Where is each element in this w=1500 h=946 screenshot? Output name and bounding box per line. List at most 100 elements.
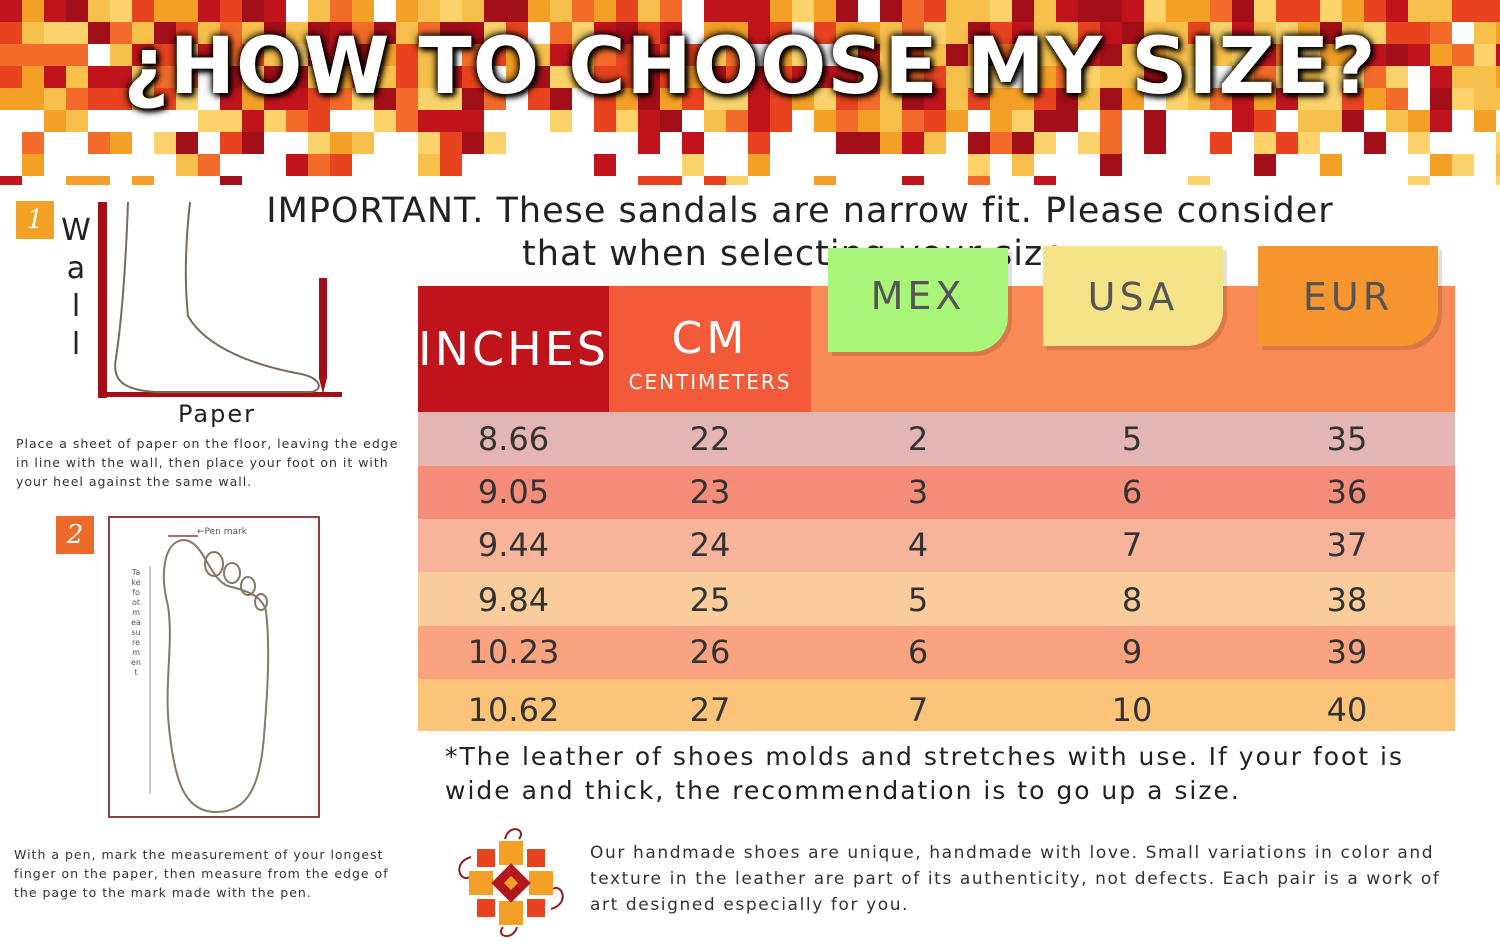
pattern-pixel xyxy=(440,154,462,176)
pattern-pixel xyxy=(836,44,858,66)
pattern-pixel xyxy=(110,132,132,154)
pattern-pixel xyxy=(814,88,836,110)
pattern-pixel xyxy=(154,88,176,110)
cell-inches: 9.05 xyxy=(477,473,550,511)
pattern-pixel xyxy=(528,66,550,88)
pattern-pixel xyxy=(1452,88,1474,110)
step-2-badge: 2 xyxy=(56,516,94,554)
pattern-pixel xyxy=(1320,110,1342,132)
pattern-pixel xyxy=(726,88,748,110)
pattern-pixel xyxy=(1210,0,1232,22)
pattern-pixel xyxy=(660,88,682,110)
step-2-instructions: With a pen, mark the measurement of your… xyxy=(14,847,389,900)
pattern-pixel xyxy=(0,88,22,110)
pattern-pixel xyxy=(1430,66,1452,88)
pattern-pixel xyxy=(616,44,638,66)
pattern-pixel xyxy=(484,88,506,110)
pattern-pixel xyxy=(968,176,990,185)
pattern-pixel xyxy=(836,132,858,154)
pattern-pixel xyxy=(1474,44,1496,66)
pattern-pixel xyxy=(770,44,792,66)
pattern-pixel xyxy=(374,110,396,132)
pattern-pixel xyxy=(1320,44,1342,66)
pattern-pixel xyxy=(660,44,682,66)
pattern-pixel xyxy=(968,88,990,110)
pattern-pixel xyxy=(1298,88,1320,110)
pattern-pixel xyxy=(946,22,968,44)
pattern-pixel xyxy=(154,132,176,154)
pattern-pixel xyxy=(132,88,154,110)
pattern-pixel xyxy=(1496,0,1500,22)
pattern-pixel xyxy=(1386,0,1408,22)
pattern-pixel xyxy=(660,110,682,132)
cell-mex: 2 xyxy=(907,420,929,458)
pattern-pixel xyxy=(1210,132,1232,154)
pattern-pixel xyxy=(572,44,594,66)
pattern-pixel xyxy=(1386,22,1408,44)
pattern-pixel xyxy=(22,154,44,176)
header-mex: MEX xyxy=(828,248,1008,352)
pattern-pixel xyxy=(902,44,924,66)
pattern-pixel xyxy=(418,88,440,110)
pattern-pixel xyxy=(44,88,66,110)
pattern-pixel xyxy=(110,44,132,66)
pattern-pixel xyxy=(418,44,440,66)
pattern-pixel xyxy=(1430,88,1452,110)
pattern-pixel xyxy=(0,66,22,88)
pattern-pixel xyxy=(396,88,418,110)
pattern-pixel xyxy=(44,0,66,22)
header-cm-sublabel: CENTIMETERS xyxy=(628,370,792,394)
pattern-pixel xyxy=(924,0,946,22)
pattern-pixel xyxy=(374,88,396,110)
pattern-pixel xyxy=(110,22,132,44)
pattern-pixel xyxy=(1144,110,1166,132)
pattern-pixel xyxy=(506,22,528,44)
pattern-pixel xyxy=(1430,154,1452,176)
pattern-pixel xyxy=(88,0,110,22)
pattern-pixel xyxy=(814,0,836,22)
pixel-pattern-background xyxy=(0,0,1500,185)
pattern-pixel xyxy=(1342,66,1364,88)
pattern-pixel xyxy=(704,44,726,66)
pattern-pixel xyxy=(176,132,198,154)
table-row: 10.62 27 7 10 40 xyxy=(418,679,1455,731)
pattern-pixel xyxy=(594,154,616,176)
pattern-pixel xyxy=(462,110,484,132)
pattern-pixel xyxy=(440,132,462,154)
paper-label: Paper xyxy=(178,400,256,428)
pattern-pixel xyxy=(880,66,902,88)
pattern-pixel xyxy=(198,0,220,22)
pattern-pixel xyxy=(308,66,330,88)
pattern-pixel xyxy=(1254,132,1276,154)
pattern-pixel xyxy=(770,22,792,44)
wall-letter: l xyxy=(71,327,81,362)
pattern-pixel xyxy=(1100,22,1122,44)
pattern-pixel xyxy=(858,110,880,132)
pattern-pixel xyxy=(1100,88,1122,110)
pattern-pixel xyxy=(1496,88,1500,110)
cell-cm: 22 xyxy=(689,420,731,458)
pattern-pixel xyxy=(1276,44,1298,66)
pattern-pixel xyxy=(836,66,858,88)
pattern-pixel xyxy=(220,22,242,44)
pattern-pixel xyxy=(1034,66,1056,88)
pattern-pixel xyxy=(1452,66,1474,88)
measurement-sheet xyxy=(108,516,320,818)
cell-eur: 35 xyxy=(1326,420,1368,458)
wall-letter: W xyxy=(61,213,91,248)
cell-cm: 25 xyxy=(689,581,731,619)
pattern-pixel xyxy=(1012,44,1034,66)
pen-mark-label: ←Pen mark xyxy=(197,527,247,537)
pattern-pixel xyxy=(682,154,704,176)
pattern-pixel xyxy=(792,66,814,88)
pattern-pixel xyxy=(308,22,330,44)
pattern-pixel xyxy=(154,66,176,88)
pattern-pixel xyxy=(1254,66,1276,88)
pattern-pixel xyxy=(1100,44,1122,66)
flower-logo-icon xyxy=(458,828,564,937)
pattern-pixel xyxy=(132,66,154,88)
foot-side-illustration xyxy=(98,201,342,398)
pattern-pixel xyxy=(352,22,374,44)
pattern-pixel xyxy=(418,0,440,22)
cell-mex: 3 xyxy=(907,473,929,511)
